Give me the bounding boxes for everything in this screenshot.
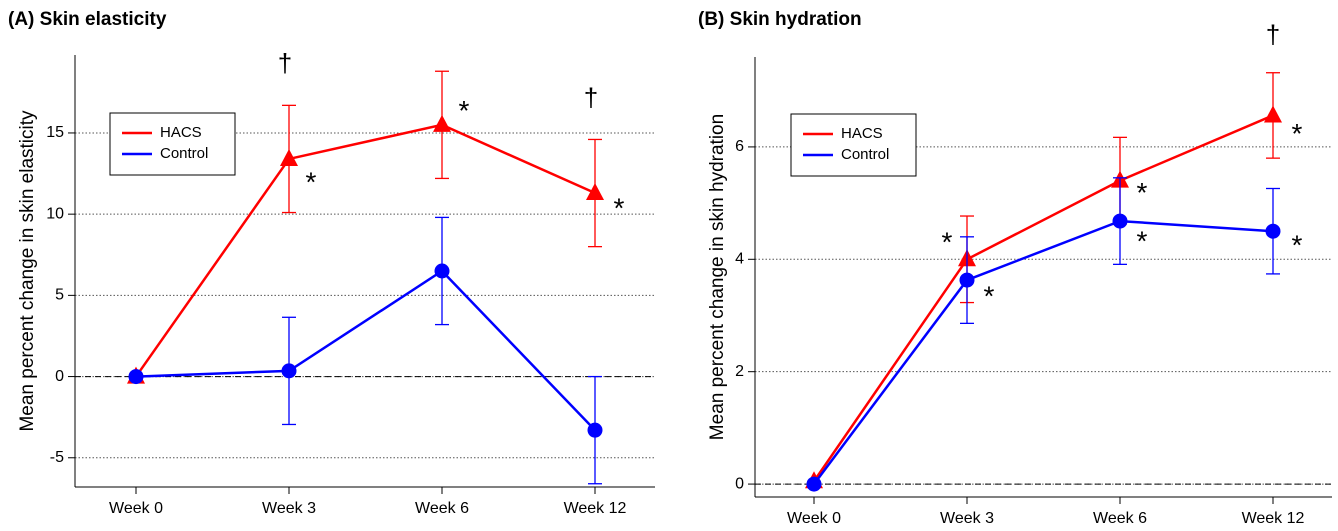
y-axis-label: Mean percent change in skin hydration [707, 114, 728, 440]
legend-label: Control [841, 146, 889, 163]
annotation: † [278, 48, 292, 78]
marker [587, 422, 603, 438]
chart-title: (A) Skin elasticity [8, 9, 167, 30]
annotation: * [1292, 230, 1303, 261]
x-tick-label: Week 3 [262, 500, 316, 517]
y-tick-label: -5 [50, 449, 64, 466]
marker [1265, 223, 1281, 239]
x-tick-label: Week 3 [940, 510, 994, 527]
marker [434, 263, 450, 279]
legend-box [109, 112, 236, 176]
marker [959, 272, 975, 288]
legend-box [790, 113, 917, 177]
series-line [134, 123, 596, 378]
x-tick-label: Week 6 [415, 500, 469, 517]
x-tick-label: Week 12 [1242, 510, 1305, 527]
series-line [135, 269, 596, 432]
marker [1112, 213, 1128, 229]
marker [1264, 105, 1282, 123]
annotation: † [1266, 20, 1280, 50]
y-tick-label: 4 [735, 251, 744, 268]
y-axis-label: Mean percent change in skin elasticity [17, 110, 38, 432]
annotation: * [1137, 225, 1148, 256]
marker [586, 183, 604, 201]
annotation: * [1292, 118, 1303, 149]
y-tick-label: 0 [55, 368, 64, 385]
marker [281, 363, 297, 379]
y-tick-label: 2 [735, 363, 744, 380]
annotation: † [584, 82, 598, 112]
y-tick-label: 5 [55, 287, 64, 304]
marker [433, 114, 451, 132]
y-tick-label: 10 [46, 205, 64, 222]
annotation: * [984, 280, 995, 311]
annotation: * [942, 227, 953, 258]
marker [806, 476, 822, 492]
annotation: * [1137, 177, 1148, 208]
annotation: * [614, 192, 625, 223]
chart-title: (B) Skin hydration [698, 9, 862, 30]
x-tick-label: Week 12 [564, 500, 627, 517]
legend-label: Control [160, 145, 208, 162]
legend-label: HACS [160, 124, 202, 141]
series-line [813, 219, 1274, 485]
series-line [812, 114, 1274, 482]
marker [128, 369, 144, 385]
y-tick-label: 6 [735, 138, 744, 155]
y-tick-label: 0 [735, 475, 744, 492]
annotation: * [459, 95, 470, 126]
y-tick-label: 15 [46, 124, 64, 141]
annotation: * [306, 166, 317, 197]
x-tick-label: Week 0 [109, 500, 163, 517]
legend-label: HACS [841, 125, 883, 142]
x-tick-label: Week 6 [1093, 510, 1147, 527]
x-tick-label: Week 0 [787, 510, 841, 527]
marker [280, 148, 298, 166]
